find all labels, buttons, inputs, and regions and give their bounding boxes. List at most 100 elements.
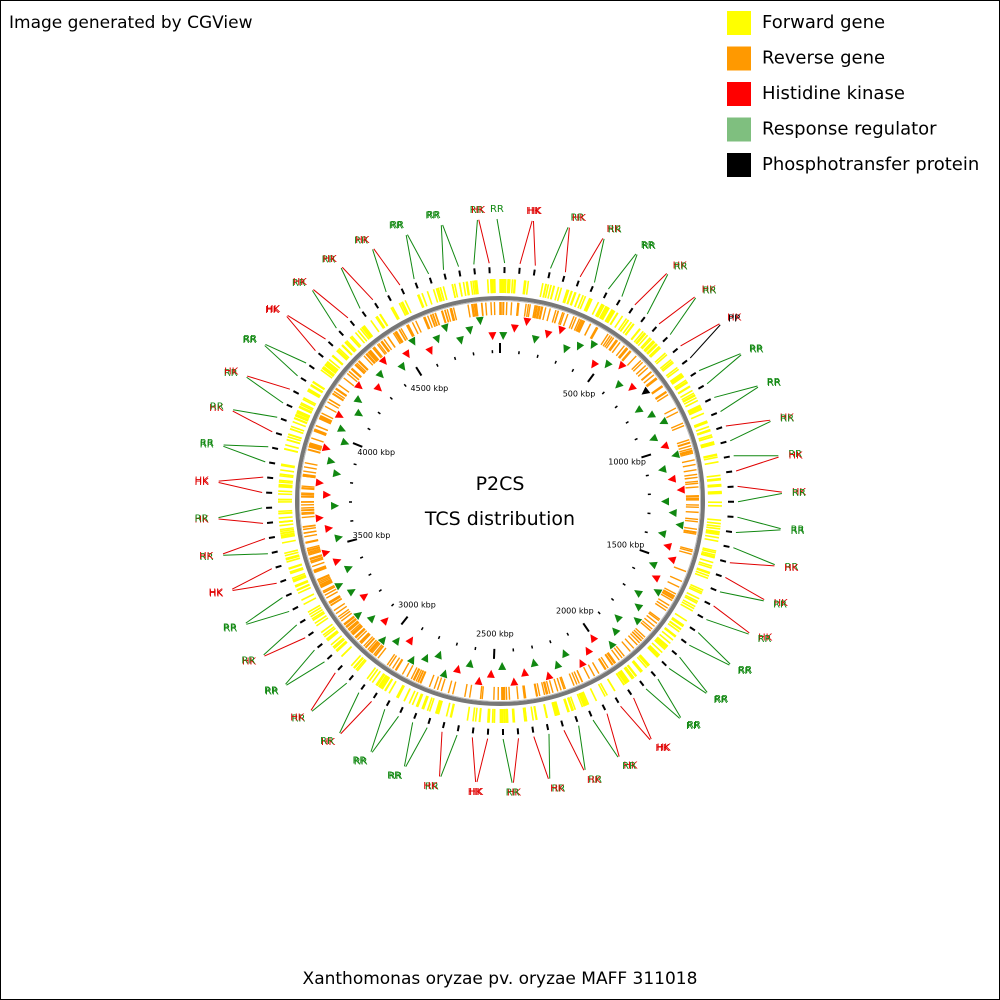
reverse-gene [617, 347, 628, 359]
forward-gene [298, 405, 313, 413]
reverse-gene [534, 683, 539, 697]
reverse-gene [401, 662, 410, 675]
scale-tick [389, 396, 393, 400]
leader-line [719, 591, 764, 602]
feature-label: RR [784, 562, 798, 573]
forward-gene [563, 698, 569, 713]
feature-tick [671, 649, 678, 656]
forward-gene [308, 606, 322, 616]
forward-gene [445, 702, 451, 717]
forward-gene [698, 561, 713, 567]
forward-gene [701, 550, 716, 556]
forward-gene [597, 683, 606, 697]
forward-gene [307, 604, 321, 614]
forward-gene [278, 483, 293, 487]
forward-gene [384, 678, 394, 692]
leader-line [264, 637, 306, 657]
feature-tick [443, 273, 447, 280]
leader-line [680, 323, 720, 347]
leader-line [496, 218, 506, 264]
forward-gene [320, 369, 333, 379]
reverse-gene [508, 686, 511, 700]
reverse-gene [536, 305, 541, 319]
forward-gene [379, 313, 389, 327]
forward-gene [699, 557, 714, 564]
forward-gene [296, 583, 310, 591]
reverse-gene [664, 587, 677, 595]
feature-label: RR [387, 771, 401, 782]
feature-label: HK [623, 761, 638, 772]
reverse-gene [307, 548, 321, 554]
forward-gene [606, 310, 615, 324]
scale-tick [347, 538, 358, 543]
forward-gene [278, 485, 293, 489]
forward-gene [706, 474, 721, 478]
forward-gene [284, 551, 299, 557]
forward-gene [705, 530, 720, 534]
forward-gene [669, 372, 683, 383]
reverse-gene [654, 390, 667, 400]
reverse-gene [669, 575, 683, 583]
leader-line [310, 672, 336, 711]
leader-line [439, 731, 443, 777]
forward-gene [280, 533, 295, 538]
feature-tick [267, 476, 274, 480]
reverse-gene [348, 621, 360, 632]
forward-gene [325, 362, 338, 373]
forward-gene [295, 411, 310, 419]
forward-gene [510, 279, 514, 294]
forward-gene [416, 294, 424, 309]
reverse-gene [468, 684, 473, 698]
forward-gene [688, 407, 702, 415]
reverse-gene [406, 665, 414, 678]
forward-gene [684, 596, 698, 604]
forward-gene [576, 693, 584, 708]
forward-gene [674, 612, 688, 622]
reverse-gene [430, 314, 436, 327]
reverse-gene [481, 686, 485, 700]
leader-line [564, 227, 570, 273]
feature-glyph [667, 474, 677, 483]
forward-gene [704, 537, 719, 543]
forward-gene [641, 338, 653, 350]
forward-gene [677, 385, 691, 394]
forward-gene [707, 490, 722, 493]
reverse-gene [618, 348, 629, 359]
reverse-gene [654, 602, 667, 612]
leader-line [223, 444, 269, 448]
feature-tick [704, 398, 712, 403]
feature-label: RR [425, 210, 439, 221]
reverse-gene [546, 308, 551, 322]
reverse-gene [370, 641, 380, 653]
reverse-gene [534, 305, 539, 319]
feature-glyph [590, 634, 599, 644]
feature-tick [575, 280, 580, 287]
reverse-gene [378, 342, 388, 355]
reverse-gene [411, 322, 419, 335]
reverse-gene [301, 485, 315, 488]
reverse-gene [598, 657, 607, 670]
forward-gene [627, 664, 638, 677]
forward-gene [705, 529, 720, 533]
forward-gene [707, 485, 722, 488]
feature-label: RR [470, 205, 484, 216]
forward-gene [639, 654, 651, 666]
forward-gene [278, 512, 293, 515]
forward-gene [530, 706, 535, 721]
forward-gene [338, 347, 350, 359]
feature-glyph [407, 336, 416, 346]
scale-tick [597, 611, 601, 615]
reverse-gene [410, 667, 418, 680]
forward-gene [685, 399, 699, 408]
forward-gene [432, 288, 439, 303]
feature-glyph [604, 359, 613, 369]
forward-gene [694, 421, 708, 429]
reverse-gene [310, 558, 324, 564]
scale-tick [566, 632, 570, 636]
reverse-gene [474, 303, 478, 317]
reverse-gene [573, 671, 580, 684]
reverse-gene [340, 612, 353, 622]
forward-gene [289, 566, 304, 573]
forward-gene [661, 630, 674, 641]
leader-line [620, 705, 651, 741]
